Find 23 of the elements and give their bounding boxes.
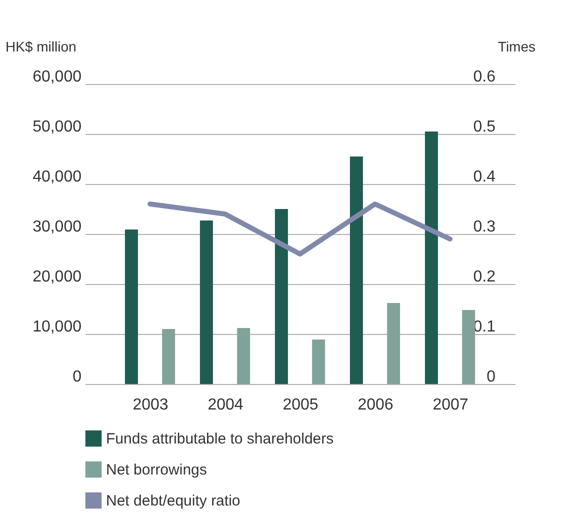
y-tick-label: 20,000 (32, 268, 82, 286)
y-tick-label: 10,000 (32, 318, 82, 336)
y-tick-label: 50,000 (32, 118, 82, 136)
y2-tick-label: 0.4 (473, 168, 496, 186)
y2-tick-label: 0.3 (473, 218, 496, 236)
y2-tick-label: 0 (486, 368, 496, 386)
x-tick-label: 2003 (132, 396, 168, 414)
y2-tick-label: 0.6 (473, 68, 496, 86)
legend-label: Net debt/equity ratio (106, 492, 240, 510)
legend-label: Funds attributable to shareholders (106, 430, 334, 448)
x-tick-label: 2006 (358, 396, 394, 414)
x-tick-label: 2004 (208, 396, 244, 414)
y2-axis-title: Times (498, 38, 536, 54)
legend-label: Net borrowings (106, 462, 207, 478)
y2-tick-label: 0.5 (473, 118, 496, 136)
y-axis-title: HK$ million (6, 38, 76, 54)
x-tick-label: 2007 (432, 396, 468, 414)
y2-tick-label: 0.2 (473, 268, 496, 286)
x-tick-label: 2005 (282, 396, 318, 414)
y-tick-label: 40,000 (32, 168, 82, 186)
y-tick-label: 30,000 (32, 218, 82, 236)
y-tick-label: 0 (72, 368, 82, 386)
y-tick-label: 60,000 (32, 68, 82, 86)
